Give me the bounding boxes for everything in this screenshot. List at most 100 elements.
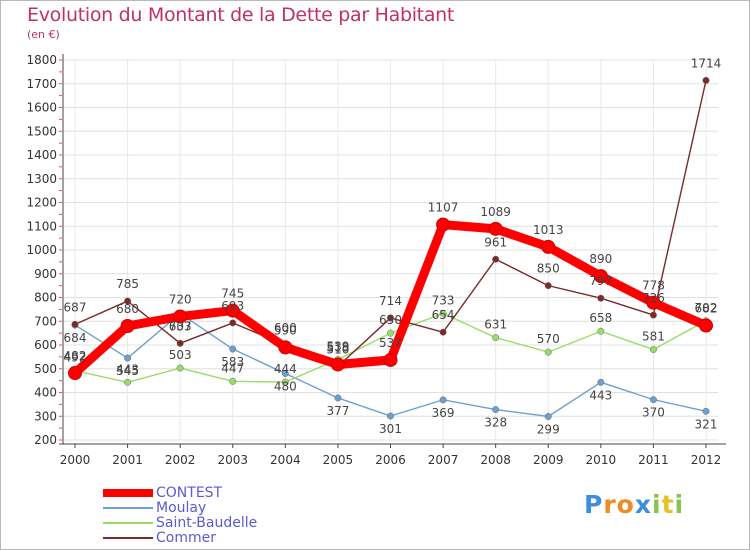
legend-item: Commer xyxy=(103,530,216,546)
data-point xyxy=(229,377,237,385)
y-tick-label: 1200 xyxy=(26,196,57,210)
data-label: 377 xyxy=(326,404,349,418)
data-label: 301 xyxy=(379,422,402,436)
y-tick-label: 700 xyxy=(34,314,57,328)
data-point xyxy=(597,294,605,302)
logo-letter: x xyxy=(634,490,652,519)
data-label: 961 xyxy=(484,235,507,249)
data-point xyxy=(649,311,657,319)
data-point xyxy=(281,370,289,377)
x-tick-label: 2012 xyxy=(691,453,722,467)
x-tick-label: 2011 xyxy=(638,453,669,467)
x-tick-label: 2001 xyxy=(112,453,143,467)
data-label: 369 xyxy=(432,406,455,420)
data-point xyxy=(229,319,237,327)
legend-swatch xyxy=(103,507,153,509)
legend-label: Saint-Baudelle xyxy=(156,515,258,531)
data-label: 480 xyxy=(274,380,297,394)
y-tick-label: 1500 xyxy=(26,124,57,138)
chart-subtitle: (en €) xyxy=(27,28,60,41)
x-tick-label: 2005 xyxy=(323,453,354,467)
x-tick-label: 2006 xyxy=(375,453,406,467)
data-point xyxy=(387,314,394,322)
data-label: 702 xyxy=(695,301,718,315)
data-label: 503 xyxy=(169,348,192,362)
y-tick-label: 800 xyxy=(34,291,57,305)
data-point xyxy=(492,255,500,263)
data-point xyxy=(71,320,79,328)
data-label: 537 xyxy=(379,336,402,350)
logo-letter: i xyxy=(674,490,685,519)
data-label: 890 xyxy=(589,252,612,266)
data-point xyxy=(593,269,608,284)
data-label: 539 xyxy=(326,339,349,353)
data-label: 684 xyxy=(64,331,87,345)
data-point xyxy=(225,303,240,318)
data-label: 518 xyxy=(326,340,349,354)
legend-swatch xyxy=(103,522,153,524)
data-point xyxy=(699,318,713,333)
legend-swatch xyxy=(103,489,153,497)
data-point xyxy=(439,309,447,317)
data-label: 600 xyxy=(274,321,297,335)
data-label: 733 xyxy=(432,293,455,307)
data-label: 682 xyxy=(695,302,718,316)
data-label: 687 xyxy=(64,300,87,314)
data-label: 726 xyxy=(642,291,665,305)
data-point xyxy=(439,396,447,404)
data-point xyxy=(544,348,552,356)
data-point xyxy=(492,406,500,414)
data-point xyxy=(176,364,184,372)
data-point xyxy=(541,239,556,254)
data-point xyxy=(544,413,552,420)
data-label: 654 xyxy=(432,308,455,322)
data-label: 733 xyxy=(169,319,192,333)
data-label: 299 xyxy=(537,422,560,436)
data-point xyxy=(124,354,132,362)
data-point xyxy=(387,412,394,420)
y-tick-label: 1000 xyxy=(26,243,57,257)
data-point xyxy=(646,295,661,310)
data-label: 321 xyxy=(695,417,718,431)
chart-title: Evolution du Montant de la Dette par Hab… xyxy=(27,4,455,26)
data-label: 581 xyxy=(642,330,665,344)
data-label: 1089 xyxy=(480,205,511,219)
data-point xyxy=(124,297,132,305)
x-tick-label: 2009 xyxy=(533,453,564,467)
y-tick-label: 200 xyxy=(34,433,57,447)
legend-label: CONTEST xyxy=(156,485,223,501)
x-tick-label: 2010 xyxy=(586,453,617,467)
y-tick-label: 1400 xyxy=(26,148,57,162)
y-tick-label: 1600 xyxy=(26,101,57,115)
y-tick-label: 1800 xyxy=(26,53,57,67)
y-tick-label: 1100 xyxy=(26,219,57,233)
logo-letter: P xyxy=(584,490,604,519)
data-point xyxy=(281,378,289,386)
data-point xyxy=(173,309,188,324)
data-label: 714 xyxy=(379,294,402,308)
y-tick-label: 400 xyxy=(34,386,57,400)
data-label: 680 xyxy=(116,302,139,316)
x-tick-label: 2004 xyxy=(270,453,301,467)
legend-item: CONTEST xyxy=(103,485,223,501)
logo-letter: i xyxy=(652,490,662,519)
data-label: 1714 xyxy=(691,56,722,70)
data-point xyxy=(330,357,345,372)
data-label: 590 xyxy=(274,323,297,337)
y-tick-label: 1700 xyxy=(26,77,57,91)
data-point xyxy=(649,396,657,404)
logo-letter: r xyxy=(603,490,617,519)
data-label: 745 xyxy=(221,287,244,301)
data-point xyxy=(439,328,447,336)
data-point xyxy=(436,217,451,232)
data-label: 444 xyxy=(274,362,297,376)
data-point xyxy=(334,394,342,402)
data-point xyxy=(176,339,184,347)
data-label: 545 xyxy=(116,364,139,378)
data-label: 370 xyxy=(642,406,665,420)
data-point xyxy=(68,366,82,381)
data-point xyxy=(278,340,293,355)
data-point xyxy=(544,282,552,290)
